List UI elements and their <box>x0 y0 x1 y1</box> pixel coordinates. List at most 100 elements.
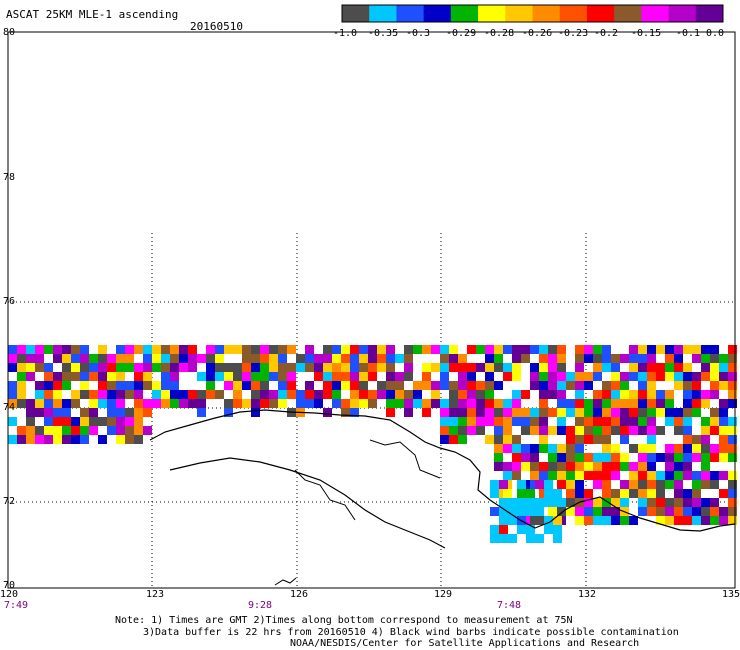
data-pixel <box>611 453 620 462</box>
colorbar-swatch <box>586 5 615 22</box>
data-pixel <box>341 372 350 381</box>
data-pixel <box>593 417 602 426</box>
data-pixel <box>116 408 125 417</box>
data-pixel <box>593 507 602 516</box>
coastline-inlet <box>369 439 441 479</box>
data-pixel <box>89 372 98 381</box>
data-pixel <box>584 372 593 381</box>
data-pixel <box>701 480 710 489</box>
data-pixel <box>647 417 656 426</box>
data-pixel <box>584 399 593 408</box>
data-pixel <box>116 426 125 435</box>
data-pixel <box>53 408 62 417</box>
data-pixel <box>719 471 728 480</box>
data-pixel <box>278 363 287 372</box>
data-pixel <box>490 525 499 534</box>
data-pixel <box>521 444 530 453</box>
data-pixel <box>62 399 71 408</box>
data-pixel <box>674 417 683 426</box>
data-pixel <box>728 399 737 408</box>
data-pixel <box>611 444 620 453</box>
data-pixel <box>350 372 359 381</box>
data-pixel <box>728 516 737 525</box>
data-pixel <box>116 345 125 354</box>
data-pixel <box>656 390 665 399</box>
data-pixel <box>557 453 566 462</box>
data-pixel <box>8 363 17 372</box>
data-pixel <box>377 381 386 390</box>
data-pixel <box>458 390 467 399</box>
data-pixel <box>53 399 62 408</box>
data-pixel <box>530 453 539 462</box>
data-pixel <box>629 354 638 363</box>
data-pixel <box>647 498 656 507</box>
data-pixel <box>503 363 512 372</box>
data-pixel <box>710 426 719 435</box>
data-pixel <box>575 417 584 426</box>
data-pixel <box>440 435 449 444</box>
data-pixel <box>251 372 260 381</box>
data-pixel <box>449 345 458 354</box>
data-pixel <box>611 417 620 426</box>
data-pixel <box>476 345 485 354</box>
note-line-3: NOAA/NESDIS/Center for Satellite Applica… <box>290 638 640 649</box>
data-pixel <box>62 372 71 381</box>
data-pixel <box>98 399 107 408</box>
data-pixel <box>575 354 584 363</box>
data-pixel <box>26 363 35 372</box>
data-pixel <box>107 426 116 435</box>
data-pixel <box>467 426 476 435</box>
data-pixel <box>692 507 701 516</box>
data-pixel <box>566 453 575 462</box>
data-pixel <box>566 372 575 381</box>
data-pixel <box>8 417 17 426</box>
data-pixel <box>656 399 665 408</box>
data-pixel <box>485 435 494 444</box>
data-pixel <box>107 354 116 363</box>
data-pixel <box>260 345 269 354</box>
colorbar-swatch <box>559 5 588 22</box>
data-pixel <box>647 363 656 372</box>
data-pixel <box>170 354 179 363</box>
data-pixel <box>98 417 107 426</box>
data-pixel <box>629 390 638 399</box>
data-pixel <box>350 381 359 390</box>
data-pixel <box>719 399 728 408</box>
data-pixel <box>517 507 526 516</box>
data-pixel <box>692 435 701 444</box>
data-pixel <box>575 507 584 516</box>
data-pixel <box>26 417 35 426</box>
data-pixel <box>485 372 494 381</box>
data-pixel <box>638 471 647 480</box>
data-pixel <box>710 417 719 426</box>
data-pixel <box>575 345 584 354</box>
colorbar-label-0: -1.0 <box>333 28 358 39</box>
data-pixel <box>548 471 557 480</box>
data-pixel <box>638 381 647 390</box>
data-pixel <box>638 453 647 462</box>
data-pixel <box>197 372 206 381</box>
data-pixel <box>638 426 647 435</box>
data-pixel <box>80 363 89 372</box>
data-pixel <box>656 372 665 381</box>
data-pixel <box>593 498 602 507</box>
data-pixel <box>530 462 539 471</box>
data-pixel <box>593 435 602 444</box>
data-pixel <box>593 462 602 471</box>
data-pixel <box>494 462 503 471</box>
data-pixel <box>143 381 152 390</box>
data-pixel <box>233 363 242 372</box>
data-pixel <box>485 408 494 417</box>
data-pixel <box>692 399 701 408</box>
data-pixel <box>80 354 89 363</box>
data-pixel <box>17 363 26 372</box>
data-pixel <box>526 489 535 498</box>
data-pixel <box>386 390 395 399</box>
data-pixel <box>224 381 233 390</box>
data-pixel <box>535 480 544 489</box>
data-pixel <box>701 372 710 381</box>
data-pixel <box>692 372 701 381</box>
data-pixel <box>602 471 611 480</box>
data-pixel <box>458 435 467 444</box>
data-pixel <box>152 363 161 372</box>
